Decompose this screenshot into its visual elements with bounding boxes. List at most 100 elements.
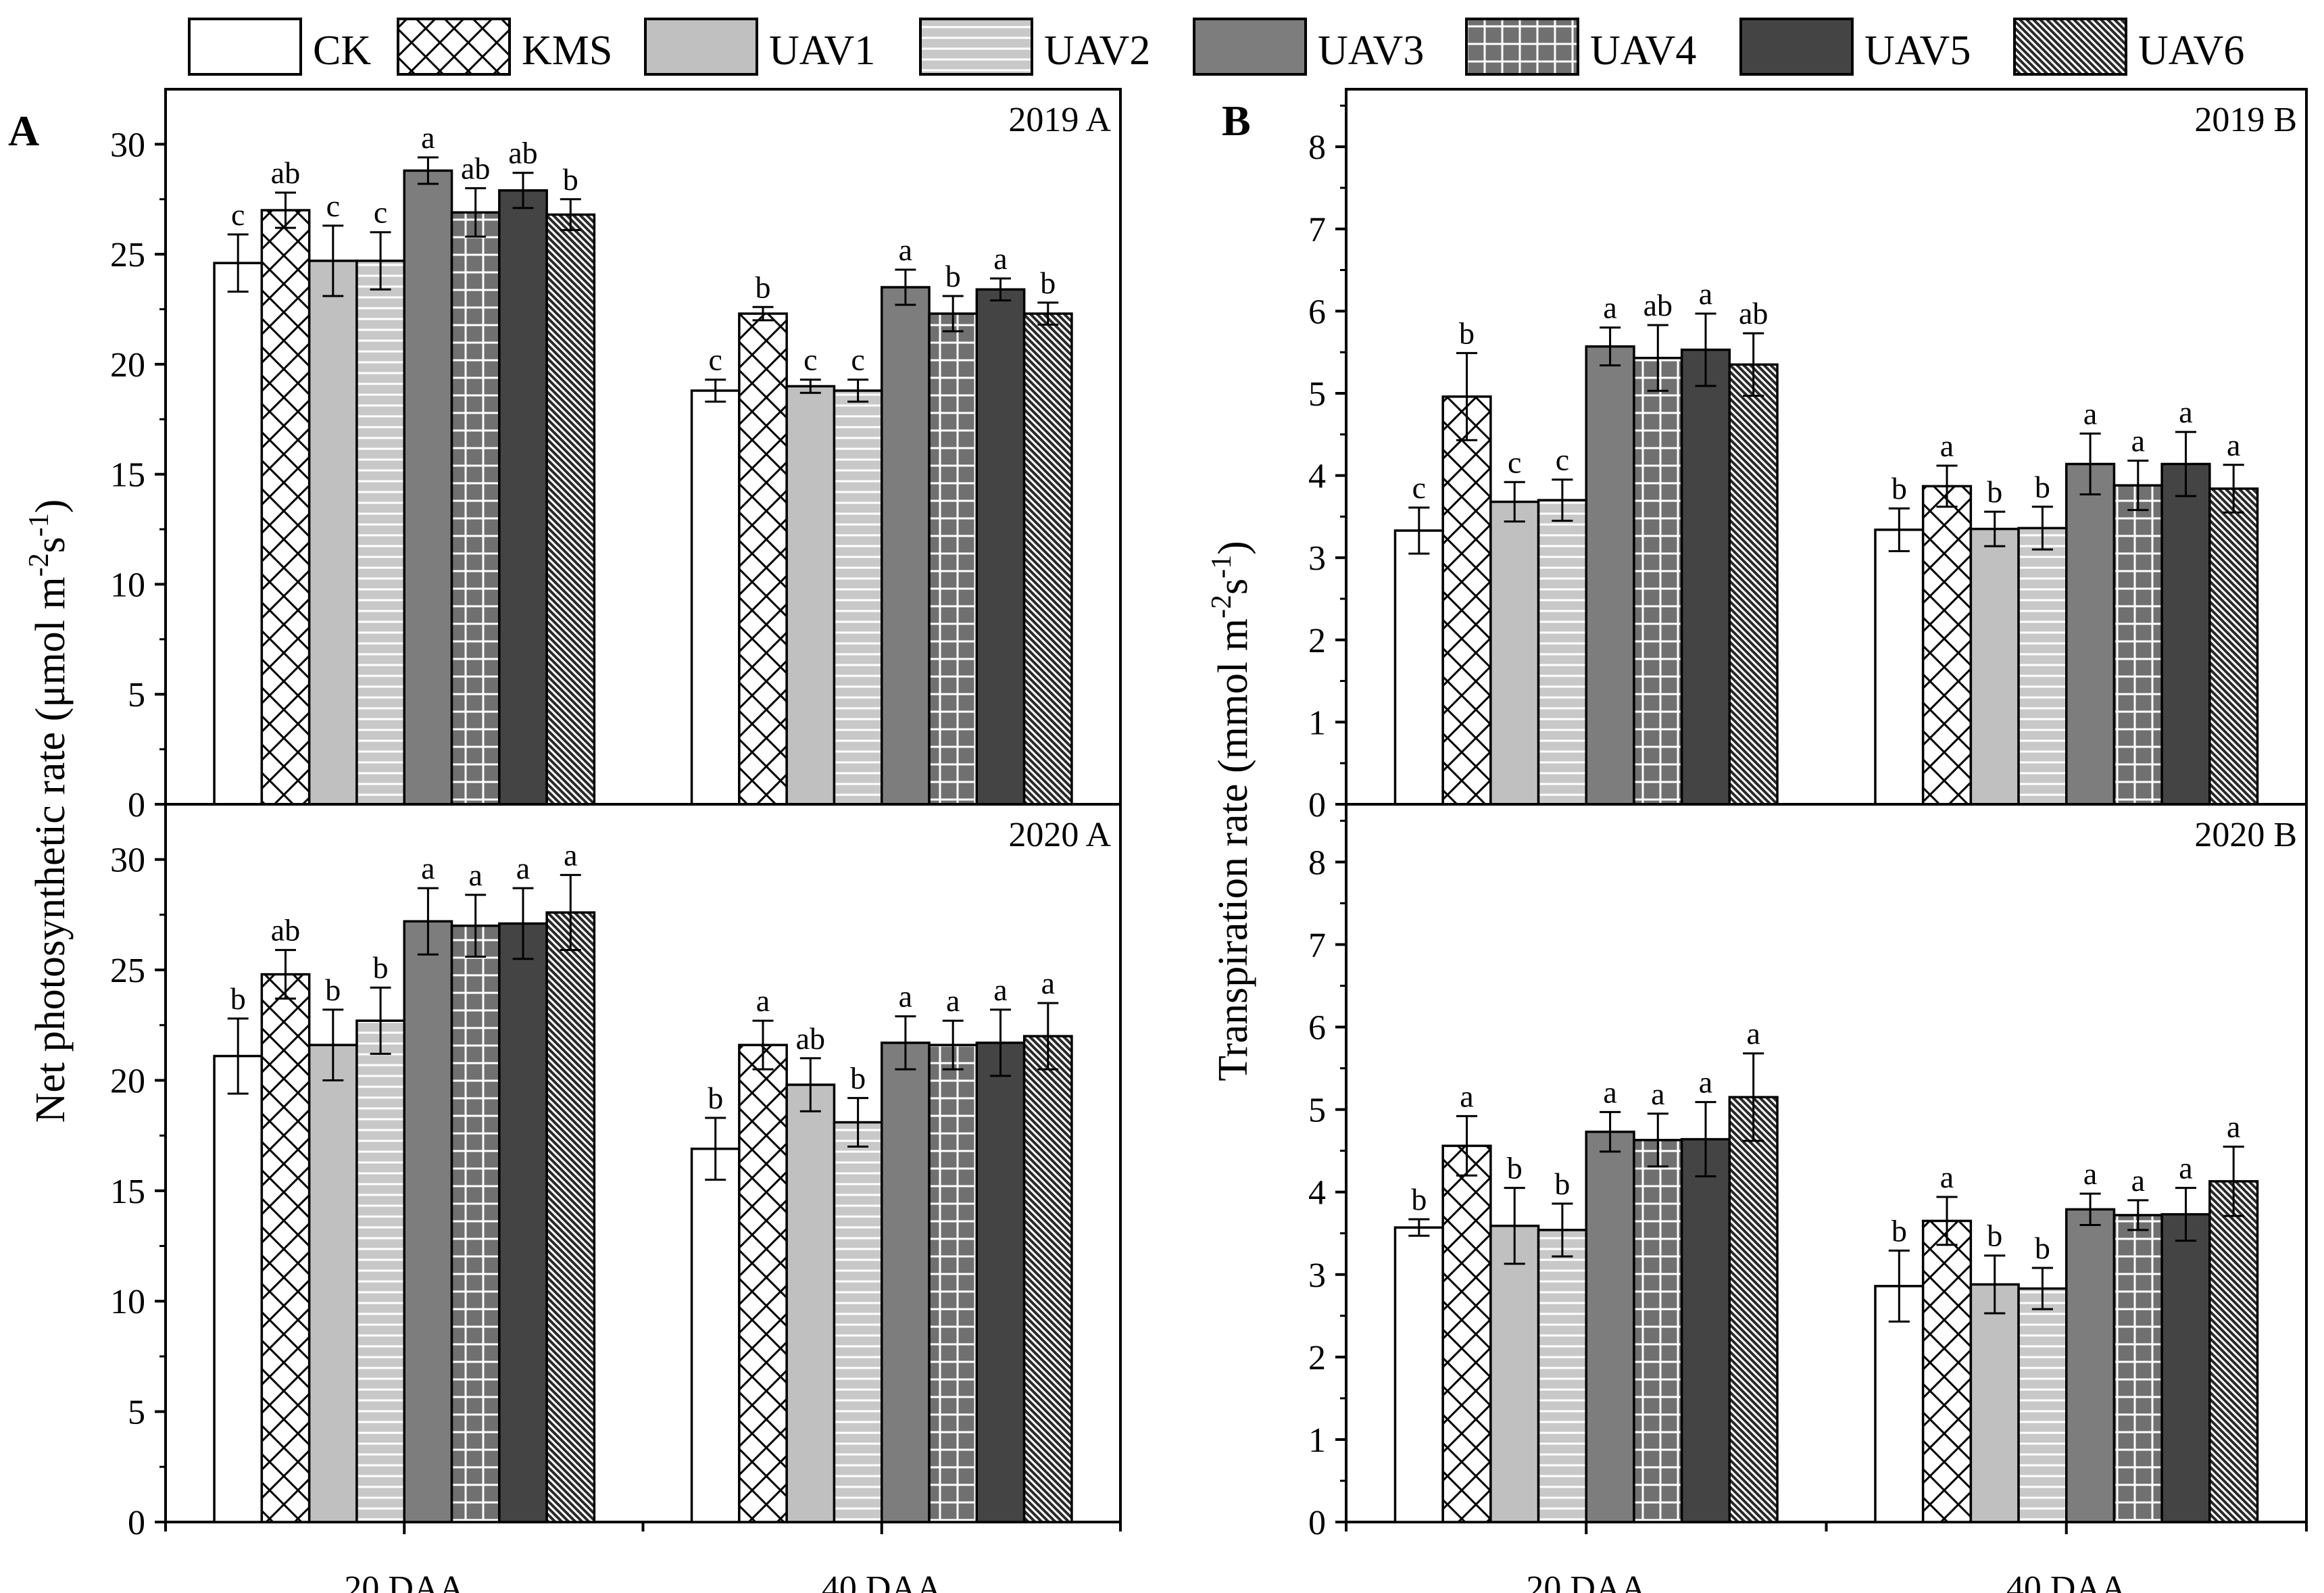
error-bar-uav2-20-daa: [1552, 479, 1573, 522]
y-tick-label: 2: [1308, 622, 1326, 660]
y-tick-label: 5: [1308, 375, 1326, 414]
y-tick-label: 6: [1308, 293, 1326, 331]
bar-uav1-40-daa: [785, 1083, 836, 1523]
y-tick-label: 10: [110, 566, 145, 604]
bar-kms-20-daa: [260, 209, 311, 806]
y-tick-label: 4: [1308, 1174, 1326, 1212]
bar-ck-40-daa: [690, 389, 741, 806]
panel-title: 2019 A: [1008, 101, 1111, 139]
significance-label: b: [708, 1081, 723, 1115]
bar-uav6-40-daa: [1022, 1035, 1073, 1523]
error-bar-uav3-40-daa: [2079, 1192, 2101, 1227]
significance-label: a: [2083, 397, 2097, 431]
significance-label: ab: [1643, 288, 1673, 322]
bar-kms-40-daa: [1921, 1219, 1973, 1523]
error-bar-uav5-40-daa: [2175, 1187, 2197, 1242]
significance-label: b: [2035, 470, 2050, 504]
panel-title: 2019 B: [2194, 101, 2297, 139]
bar-uav2-40-daa: [833, 1121, 883, 1523]
y-tick-label: 30: [110, 126, 145, 164]
legend-swatch-uav2: [919, 18, 1033, 76]
x-tick-label: 40 DAA: [2006, 1569, 2127, 1593]
bar-uav4-20-daa: [1633, 356, 1683, 806]
significance-label: a: [2179, 395, 2192, 429]
error-bar-uav2-20-daa: [370, 986, 391, 1055]
bar-kms-40-daa: [738, 312, 788, 806]
significance-label: c: [851, 343, 864, 377]
bar-uav6-40-daa: [2208, 1180, 2259, 1523]
bar-uav1-20-daa: [307, 1044, 358, 1523]
significance-label: a: [993, 241, 1007, 276]
significance-label: a: [899, 979, 912, 1014]
significance-label: a: [1699, 1065, 1712, 1100]
significance-label: a: [421, 120, 435, 155]
bar-uav4-20-daa: [1633, 1139, 1683, 1523]
legend-label-ck: CK: [313, 28, 371, 74]
error-bar-uav5-20-daa: [512, 172, 534, 210]
bar-uav2-40-daa: [2017, 526, 2068, 806]
error-bar-uav5-40-daa: [990, 277, 1011, 302]
legend-swatch-kms: [397, 18, 511, 76]
y-tick-label: 3: [1308, 1256, 1326, 1295]
legend-label-uav2: UAV2: [1044, 28, 1150, 74]
y-tick-label: 5: [128, 1394, 145, 1432]
error-bar-kms-40-daa: [752, 1019, 774, 1071]
bar-uav4-40-daa: [928, 312, 979, 806]
bar-uav5-40-daa: [975, 1041, 1026, 1523]
y-tick-label: 1: [1308, 1421, 1326, 1460]
bar-uav4-20-daa: [450, 211, 501, 806]
legend-swatch-uav5: [1739, 18, 1854, 76]
error-bar-uav1-20-daa: [322, 1008, 344, 1081]
significance-label: b: [1892, 471, 1907, 506]
error-bar-uav3-40-daa: [895, 1015, 916, 1071]
error-bar-uav4-40-daa: [2127, 1199, 2149, 1231]
error-bar-uav3-40-daa: [2079, 433, 2101, 496]
error-bar-uav4-40-daa: [2127, 460, 2149, 512]
significance-label: c: [231, 197, 245, 232]
error-bar-uav6-20-daa: [560, 198, 581, 231]
legend-label-uav5: UAV5: [1864, 28, 1971, 74]
error-bar-uav1-40-daa: [1984, 510, 2006, 547]
bar-ck-40-daa: [1874, 1285, 1925, 1523]
significance-label: b: [373, 950, 389, 985]
bar-uav6-40-daa: [2208, 487, 2259, 806]
significance-label: ab: [796, 1021, 825, 1056]
y-tick-label: 5: [1308, 1092, 1326, 1130]
bar-ck-40-daa: [690, 1148, 741, 1523]
significance-label: a: [468, 858, 482, 892]
error-bar-ck-40-daa: [1888, 1249, 1910, 1323]
significance-label: b: [1987, 474, 2002, 509]
bar-ck-40-daa: [1874, 529, 1925, 806]
y-tick-label: 8: [1308, 843, 1326, 882]
error-bar-kms-20-daa: [275, 191, 296, 229]
y-tick-label: 10: [110, 1283, 145, 1321]
error-bar-uav2-40-daa: [847, 1097, 869, 1148]
y-tick-label: 3: [1308, 539, 1326, 578]
error-bar-uav4-20-daa: [1647, 324, 1668, 392]
y-tick-label: 0: [1308, 786, 1326, 825]
error-bar-uav6-40-daa: [1037, 1002, 1059, 1071]
bar-uav4-40-daa: [928, 1044, 979, 1523]
significance-label: c: [1508, 445, 1521, 479]
y-tick-label: 25: [110, 952, 145, 990]
bar-uav6-20-daa: [545, 911, 596, 1523]
legend-swatch-ck: [188, 18, 302, 76]
error-bar-kms-20-daa: [1456, 1114, 1478, 1177]
error-bar-uav4-20-daa: [465, 187, 487, 238]
y-tick-label: 6: [1308, 1009, 1326, 1048]
bar-uav5-20-daa: [498, 189, 548, 806]
significance-label: c: [803, 343, 817, 377]
significance-label: b: [756, 270, 771, 304]
significance-label: ab: [508, 136, 537, 170]
panel-letter-a: A: [8, 107, 39, 155]
error-bar-uav1-20-daa: [1504, 1187, 1525, 1265]
bar-uav5-40-daa: [2160, 462, 2211, 806]
significance-label: b: [1507, 1151, 1523, 1185]
bar-uav6-20-daa: [545, 213, 596, 806]
legend-label-uav6: UAV6: [2138, 28, 2244, 74]
significance-label: a: [1603, 291, 1616, 325]
significance-label: a: [899, 232, 912, 267]
panel-title: 2020 B: [2194, 816, 2297, 854]
